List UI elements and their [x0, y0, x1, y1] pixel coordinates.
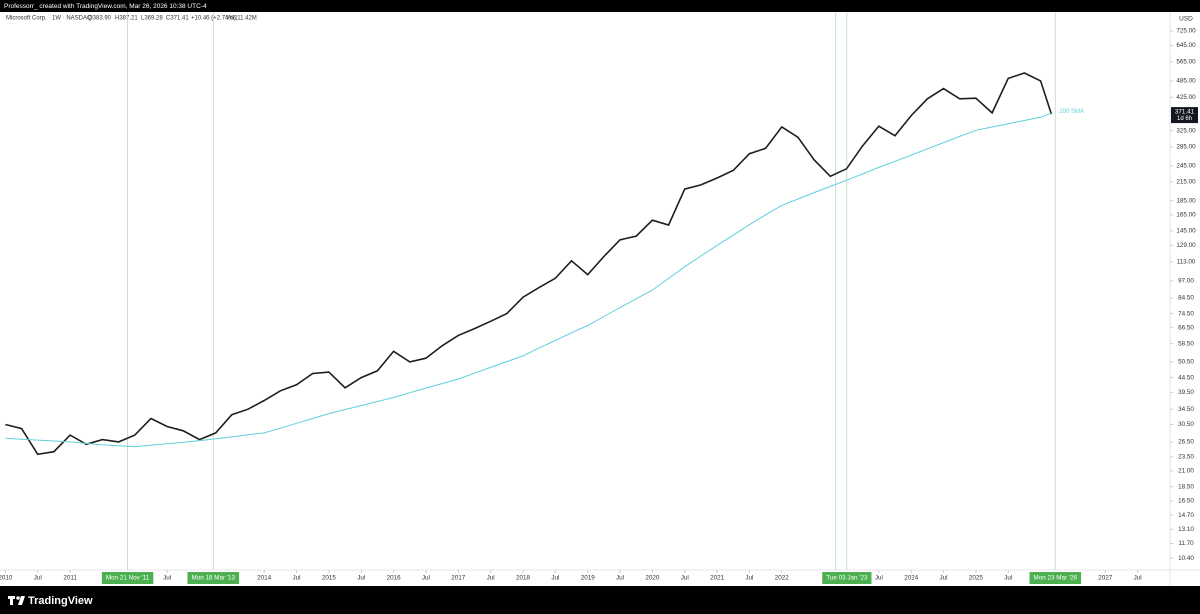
y-tick-label: 13.10 — [1178, 526, 1194, 533]
logo-part — [10, 596, 13, 605]
x-tick-label: 2019 — [581, 575, 596, 582]
x-tick-label: 2020 — [645, 575, 660, 582]
logo-part — [16, 596, 20, 600]
x-tick-label: 2025 — [969, 575, 984, 582]
legend-high: H387.21 — [115, 16, 138, 22]
marker-label-text: Mon 21 Nov '11 — [106, 575, 150, 582]
header-bar — [0, 0, 1200, 12]
x-tick-label: 2010 — [0, 575, 13, 582]
y-tick-label: 10.40 — [1178, 555, 1194, 562]
plot: 725.00 645.00 565.00 485.00 425.00 325.00 285.… — [0, 12, 1198, 584]
y-tick-label: 645.00 — [1176, 42, 1196, 49]
y-tick-label: 725.00 — [1176, 28, 1196, 35]
x-tick-label: Jul — [745, 575, 753, 582]
x-tick-label: Jul — [293, 575, 301, 582]
x-tick-label: 2021 — [710, 575, 725, 582]
y-tick-label: 185.00 — [1176, 197, 1196, 204]
x-tick-label: Jul — [551, 575, 559, 582]
y-tick-label: 565.00 — [1176, 59, 1196, 66]
y-tick-label: 145.00 — [1176, 228, 1196, 235]
y-tick-label: 26.50 — [1178, 439, 1194, 446]
logo-part — [18, 596, 25, 605]
marker-label-text: Tue 03 Jan '23 — [826, 575, 868, 582]
y-tick-label: 14.70 — [1178, 512, 1194, 519]
legend-symbol: Microsoft Corp. · 1W · NASDAQ — [6, 16, 92, 22]
x-tick-label: Jul — [616, 575, 624, 582]
marker-label-box — [101, 572, 154, 584]
y-tick-label: 34.50 — [1178, 406, 1194, 413]
x-tick-label: Jul — [681, 575, 689, 582]
y-tick-label: 84.50 — [1178, 295, 1194, 302]
brand-logo — [8, 596, 25, 605]
x-tick-label: Jul — [422, 575, 430, 582]
header-caption: Professorr_ created with TradingView.com… — [4, 3, 207, 10]
marker-label: Tue 03 Jan '23 — [822, 572, 872, 584]
marker-label: Mon 21 Nov '11 — [101, 572, 154, 584]
y-tick-label: 285.00 — [1176, 144, 1196, 151]
x-tick-label: Jul — [1134, 575, 1142, 582]
last-price-label: 371.41 — [1175, 108, 1195, 115]
legend-volume: Vol111.42M — [226, 16, 257, 22]
marker-label-box — [822, 572, 872, 584]
legend: Microsoft Corp. · 1W · NASDAQ O383.90 H3… — [6, 16, 257, 22]
last-price-box — [1171, 107, 1198, 124]
y-tick-label: 113.00 — [1177, 259, 1196, 266]
y-tick-label: 11.70 — [1178, 540, 1194, 547]
currency: USD — [1179, 16, 1193, 23]
sma-line — [5, 112, 1052, 448]
footer-bar — [0, 586, 1200, 614]
x-tick-label: Jul — [357, 575, 365, 582]
marker-label-text: Mon 23 Mar '26 — [1034, 575, 1078, 582]
price-line — [5, 72, 1053, 456]
countdown: 1d 6h — [1177, 116, 1192, 122]
x-tick-label: Jul — [487, 575, 495, 582]
y-tick-label: 39.50 — [1178, 389, 1194, 396]
y-tick-label: 425.00 — [1176, 94, 1196, 101]
marker-label: Mon 18 Mar '13 — [187, 572, 240, 584]
x-tick-label: 2017 — [451, 575, 466, 582]
y-tick-label: 245.00 — [1176, 162, 1196, 169]
chart-area — [0, 12, 1200, 586]
y-tick-label: 74.50 — [1178, 310, 1194, 317]
y-tick-label: 50.50 — [1178, 359, 1194, 366]
y-tick-label: 325.00 — [1176, 127, 1196, 134]
y-tick-label: 21.00 — [1178, 468, 1194, 475]
x-tick-label: 2014 — [257, 575, 272, 582]
x-tick-label: 2027 — [1098, 575, 1113, 582]
x-tick-label: 2015 — [322, 575, 337, 582]
legend-close: C371.41 — [166, 16, 189, 22]
x-tick-label: Jul — [163, 575, 171, 582]
y-tick-label: 30.50 — [1178, 421, 1194, 428]
x-tick-label: 2022 — [775, 575, 790, 582]
x-tick-label: 2018 — [516, 575, 531, 582]
marker-label-box — [1029, 572, 1082, 584]
marker-label-box — [187, 572, 240, 584]
x-tick-label: 2016 — [387, 575, 402, 582]
x-tick-label: 2011 — [63, 575, 77, 582]
y-tick-label: 18.50 — [1178, 483, 1194, 490]
y-tick-label: 97.00 — [1178, 277, 1194, 284]
x-tick-label: Jul — [34, 575, 42, 582]
y-tick-label: 23.50 — [1178, 454, 1194, 461]
y-tick-label: 129.00 — [1176, 242, 1196, 249]
legend-low: L369.28 — [141, 16, 163, 22]
x-tick-label: Jul — [940, 575, 948, 582]
y-tick-label: 485.00 — [1176, 78, 1196, 85]
y-tick-label: 215.00 — [1176, 179, 1196, 186]
marker-label: Mon 23 Mar '26 — [1029, 572, 1082, 584]
y-tick-label: 44.50 — [1178, 374, 1194, 381]
y-tick-label: 16.50 — [1178, 497, 1194, 504]
x-tick-label: 2024 — [904, 575, 919, 582]
y-tick-label: 58.50 — [1178, 340, 1194, 347]
y-tick-label: 165.00 — [1176, 212, 1196, 219]
series-label: 200 SMA — [1059, 109, 1084, 115]
brand-name: TradingView — [28, 595, 93, 607]
x-tick-label: Jul — [1004, 575, 1012, 582]
x-tick-label: Jul — [875, 575, 883, 582]
marker-label-text: Mon 18 Mar '13 — [192, 575, 236, 582]
y-tick-label: 66.50 — [1178, 324, 1194, 331]
legend-open: O383.90 — [88, 16, 112, 22]
